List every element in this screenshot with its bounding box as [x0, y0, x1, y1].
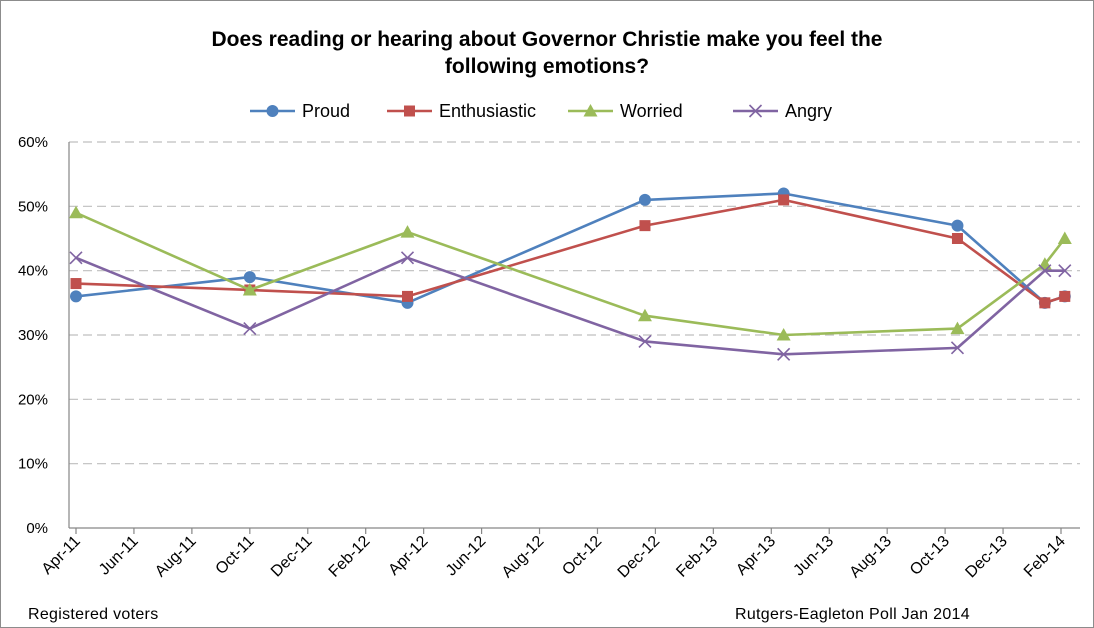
x-tick-label: Jun-12: [443, 533, 490, 580]
data-point-angry: [777, 347, 791, 361]
legend-item-enthusiastic: Enthusiastic: [387, 101, 536, 121]
x-tick-label: Feb-12: [326, 533, 374, 581]
data-point-angry: [950, 341, 965, 355]
legend-item-angry: Angry: [733, 101, 832, 121]
x-tick-label: Feb-14: [1021, 533, 1069, 581]
y-tick-label: 60%: [18, 134, 48, 151]
chart-title-line-2: following emotions?: [444, 55, 650, 78]
data-point-worried: [950, 321, 965, 335]
chart-title-line-1: Does reading or hearing about Governor C…: [211, 28, 883, 51]
y-tick-label: 10%: [18, 456, 48, 473]
x-tick-label: Dec-11: [268, 533, 316, 581]
data-point-angry: [243, 322, 257, 336]
x-tick-label: Dec-13: [962, 533, 1011, 582]
y-tick-label: 50%: [18, 198, 48, 215]
x-tick-label: Aug-11: [152, 533, 200, 581]
chart-title: Does reading or hearing about Governor C…: [0, 26, 1094, 80]
legend-marker-enthusiastic: [404, 105, 415, 117]
x-tick-label: Apr-13: [733, 533, 779, 579]
data-point-enthusiastic: [401, 290, 413, 302]
y-tick-label: 40%: [18, 263, 48, 280]
x-tick-label: Jun-11: [96, 533, 142, 579]
x-tick-label: Apr-12: [385, 533, 431, 579]
data-point-worried: [776, 328, 791, 341]
legend-label-angry: Angry: [785, 101, 832, 121]
series-line-angry: [75, 256, 1065, 356]
series-enthusiastic: [70, 194, 1071, 309]
data-point-worried: [1057, 231, 1072, 244]
data-point-angry: [69, 251, 83, 265]
legend-marker-worried: [583, 104, 598, 117]
data-point-proud: [951, 219, 964, 232]
data-point-angry: [400, 251, 415, 265]
series-worried: [69, 205, 1072, 341]
legend: Proud Enthusiastic Worried Angry: [250, 101, 832, 121]
x-tick-label: Oct-12: [559, 533, 605, 579]
legend-label-worried: Worried: [620, 101, 683, 121]
series-layer: [69, 187, 1072, 361]
data-point-worried: [637, 308, 652, 322]
data-point-enthusiastic: [639, 220, 651, 232]
legend-label-proud: Proud: [302, 101, 350, 121]
x-tick-label: Oct-13: [907, 533, 953, 579]
series-angry: [69, 251, 1072, 361]
data-point-proud: [638, 193, 651, 206]
data-point-enthusiastic: [1059, 290, 1071, 302]
axis-layer: 0% 10% 20% 30% 40% 50% 60% Apr-11 Jun-11 Aug-11 Oc…: [18, 134, 1080, 581]
x-tick-label: Aug-13: [847, 533, 896, 582]
data-point-enthusiastic: [1039, 297, 1051, 309]
data-point-proud: [243, 271, 256, 284]
x-tick-label: Dec-12: [615, 533, 664, 582]
y-tick-label: 30%: [18, 327, 48, 344]
y-tick-label: 0%: [26, 520, 48, 537]
series-line-worried: [75, 211, 1066, 337]
legend-item-worried: Worried: [568, 101, 683, 121]
grid-layer: [69, 141, 1080, 465]
data-point-worried: [242, 282, 257, 296]
data-point-enthusiastic: [951, 233, 963, 244]
legend-marker-angry: [748, 104, 763, 118]
data-point-angry: [1058, 264, 1072, 278]
legend-marker-proud: [266, 105, 279, 117]
data-point-enthusiastic: [778, 194, 790, 206]
legend-label-enthusiastic: Enthusiastic: [439, 101, 536, 121]
footnote-source: Rutgers-Eagleton Poll Jan 2014: [735, 606, 970, 623]
x-tick-label: Apr-11: [39, 533, 84, 578]
x-tick-label: Jun-13: [790, 533, 837, 580]
data-point-worried: [69, 205, 83, 219]
x-tick-label: Feb-13: [673, 533, 721, 581]
series-line-enthusiastic: [75, 198, 1066, 305]
data-point-enthusiastic: [70, 278, 82, 290]
footnote-registered-voters: Registered voters: [28, 606, 159, 623]
x-tick-label: Aug-12: [499, 533, 548, 582]
data-point-angry: [1038, 264, 1052, 278]
legend-item-proud: Proud: [250, 101, 350, 121]
data-point-angry: [638, 334, 652, 348]
y-tick-label: 20%: [18, 391, 48, 408]
data-point-proud: [70, 290, 82, 303]
x-tick-label: Oct-11: [213, 533, 258, 578]
data-point-worried: [400, 225, 415, 238]
